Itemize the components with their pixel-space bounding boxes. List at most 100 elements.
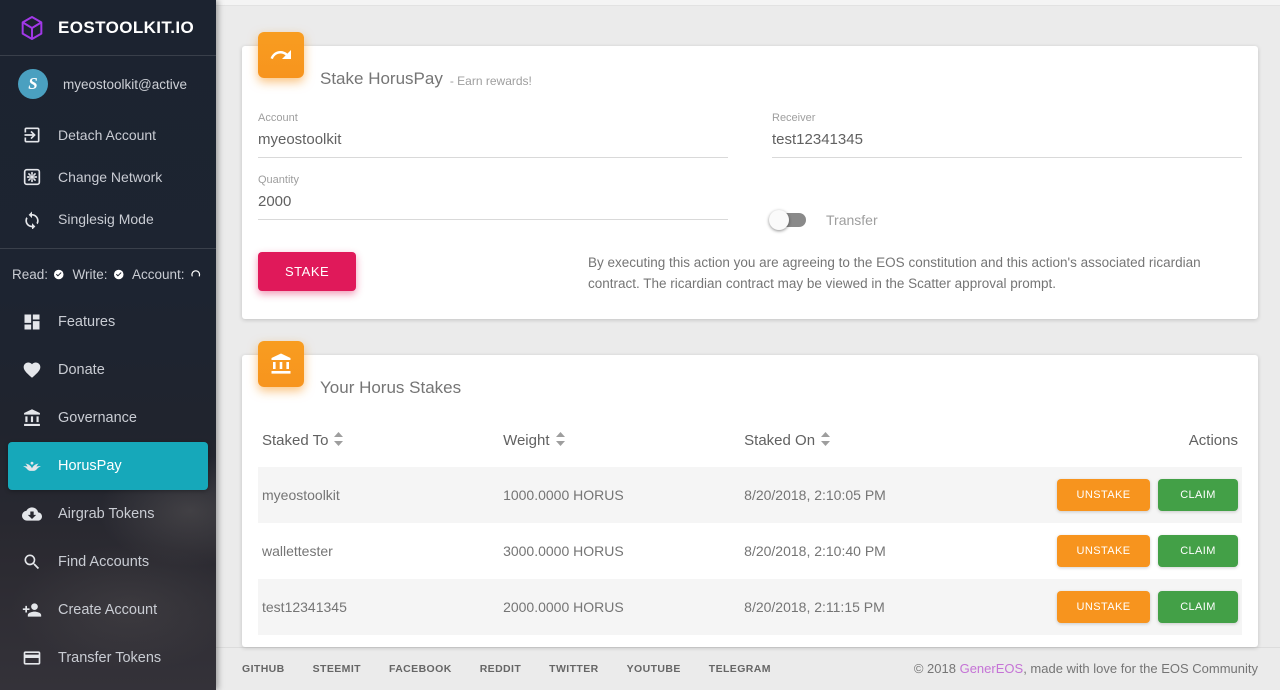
quantity-input[interactable]: 2000 [258, 193, 728, 220]
cell-staked-to: test12341345 [262, 598, 347, 615]
sidebar-item-label: Donate [58, 362, 105, 378]
footer-links: GITHUB STEEMIT FACEBOOK REDDIT TWITTER YOUTUB… [242, 663, 771, 675]
sidebar-item-donate[interactable]: Donate [8, 346, 208, 394]
footer-link-youtube[interactable]: YOUTUBE [626, 662, 681, 675]
cell-staked-to: wallettester [262, 542, 333, 559]
unstake-button[interactable]: UNSTAKE [1057, 590, 1150, 623]
sort-icon[interactable] [821, 431, 831, 450]
card-title: Your Horus Stakes [320, 377, 462, 397]
claim-button[interactable]: CLAIM [1158, 590, 1238, 623]
card-header: Your Horus Stakes [258, 367, 1242, 409]
cell-actions: UNSTAKE CLAIM [1016, 523, 1242, 579]
sidebar-item-governance[interactable]: Governance [8, 394, 208, 442]
footer-link-github[interactable]: GITHUB [242, 662, 285, 675]
sidebar-item-label: Airgrab Tokens [58, 506, 155, 522]
main-content: Stake HorusPay - Earn rewards! Account m… [216, 0, 1280, 690]
stake-button[interactable]: STAKE [258, 251, 357, 291]
sidebar-item-transfer-tokens[interactable]: Transfer Tokens [8, 634, 208, 682]
divider [0, 55, 216, 56]
sidebar-item-airgrab-tokens[interactable]: Airgrab Tokens [8, 490, 208, 538]
sidebar-item-change-network[interactable]: Change Network [8, 156, 208, 198]
sidebar: EOSTOOLKIT.IO S myeostoolkit@active Deta… [0, 0, 216, 690]
claim-button[interactable]: CLAIM [1158, 534, 1238, 567]
gear-icon [22, 167, 42, 187]
quantity-field[interactable]: Quantity 2000 [258, 174, 728, 220]
write-status-label: Write: [72, 267, 108, 282]
redo-arrow-icon [258, 31, 304, 78]
unstake-button[interactable]: UNSTAKE [1057, 478, 1150, 511]
sidebar-item-label: Governance [58, 410, 137, 426]
receiver-field-label: Receiver [772, 111, 816, 124]
sidebar-item-find-accounts[interactable]: Find Accounts [8, 538, 208, 586]
sidebar-item-singlesig-mode[interactable]: Singlesig Mode [8, 198, 208, 240]
transfer-toggle-row: Transfer [769, 204, 1242, 236]
cell-actions: UNSTAKE CLAIM [1016, 467, 1242, 523]
connection-status: Read: Write: Account: [0, 253, 216, 296]
grid-icon [22, 312, 42, 332]
table-row: test12341345 2000.0000 HORUS 8/20/2018, 2:… [258, 578, 1242, 635]
column-header-staked-on[interactable]: Staked On [740, 417, 1016, 467]
column-header-actions: Actions [1188, 432, 1238, 450]
transfer-toggle[interactable] [769, 209, 806, 230]
scatter-avatar: S [18, 69, 48, 99]
card-title: Stake HorusPay [320, 68, 443, 88]
sidebar-item-features[interactable]: Features [8, 298, 208, 346]
footer-link-telegram[interactable]: TELEGRAM [708, 662, 771, 675]
footer-link-twitter[interactable]: TWITTER [549, 662, 599, 675]
read-status-label: Read: [12, 267, 49, 282]
exit-icon [22, 125, 42, 145]
refresh-icon [22, 209, 42, 229]
bank-icon [22, 408, 42, 428]
sort-icon[interactable] [334, 431, 344, 450]
sidebar-nav-items: Features Donate Governance HorusPay Airgrab … [0, 298, 216, 682]
sidebar-item-create-account[interactable]: Create Account [8, 586, 208, 634]
sidebar-item-label: Singlesig Mode [58, 211, 154, 227]
sidebar-account-items: Detach Account Change Network Singlesig Mo… [0, 114, 216, 240]
cell-staked-on: 8/20/2018, 2:10:40 PM [744, 542, 886, 559]
footer-link-reddit[interactable]: REDDIT [479, 662, 522, 675]
cell-actions: UNSTAKE CLAIM [1016, 579, 1242, 635]
sort-icon[interactable] [555, 431, 565, 450]
footer-link-steemit[interactable]: STEEMIT [312, 662, 361, 675]
quantity-field-label: Quantity [258, 173, 299, 186]
top-strip [216, 0, 1280, 6]
cell-staked-on: 8/20/2018, 2:10:05 PM [744, 486, 886, 503]
cube-logo-icon [18, 14, 46, 42]
divider [0, 248, 216, 249]
logo[interactable]: EOSTOOLKIT.IO [0, 0, 216, 55]
footer: GITHUB STEEMIT FACEBOOK REDDIT TWITTER YOUTUB… [216, 646, 1280, 690]
claim-button[interactable]: CLAIM [1158, 478, 1238, 511]
sidebar-item-label: Change Network [58, 169, 163, 185]
receiver-field[interactable]: Receiver test12341345 [772, 112, 1242, 158]
card-icon [22, 648, 42, 668]
card-subtitle: - Earn rewards! [449, 73, 532, 88]
connected-account[interactable]: S myeostoolkit@active [0, 56, 216, 112]
sidebar-item-label: Transfer Tokens [58, 650, 162, 666]
stakes-table: Staked To Weight Staked On Actions myeostoo… [258, 417, 1242, 635]
account-field-label: Account [258, 111, 298, 124]
bank-icon [258, 340, 304, 387]
sidebar-item-detach-account[interactable]: Detach Account [8, 114, 208, 156]
account-field[interactable]: Account myeostoolkit [258, 112, 728, 158]
cell-weight: 2000.0000 HORUS [503, 598, 624, 615]
unstake-button[interactable]: UNSTAKE [1057, 534, 1150, 567]
transfer-toggle-label: Transfer [826, 211, 878, 228]
cell-staked-to: myeostoolkit [262, 486, 340, 503]
wings-icon [22, 456, 42, 476]
cell-weight: 1000.0000 HORUS [503, 486, 624, 503]
sidebar-item-label: Features [58, 314, 116, 330]
account-status-label: Account: [131, 267, 185, 282]
sidebar-item-label: Detach Account [58, 127, 157, 143]
footer-link-facebook[interactable]: FACEBOOK [388, 662, 452, 675]
receiver-input[interactable]: test12341345 [772, 131, 1242, 158]
sidebar-item-label: Create Account [58, 602, 158, 618]
sidebar-item-horuspay[interactable]: HorusPay [8, 442, 208, 490]
read-check-icon [53, 265, 64, 284]
column-header-staked-to[interactable]: Staked To [258, 417, 499, 467]
account-input[interactable]: myeostoolkit [258, 131, 728, 158]
sidebar-item-label: Find Accounts [58, 554, 150, 570]
cell-weight: 3000.0000 HORUS [503, 542, 624, 559]
heart-icon [22, 360, 42, 380]
genereos-link[interactable]: GenerEOS [959, 661, 1024, 677]
column-header-weight[interactable]: Weight [499, 417, 740, 467]
